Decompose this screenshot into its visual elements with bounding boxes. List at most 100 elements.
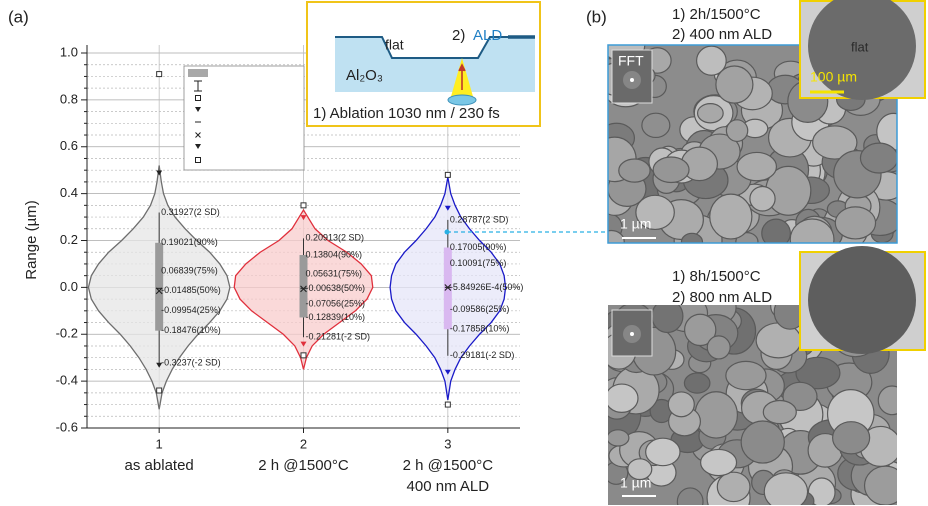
grain (683, 372, 711, 394)
grain (877, 385, 897, 416)
x-tick-label: 3 (444, 436, 451, 451)
stat-label: -0.01485(50%) (161, 285, 221, 295)
percentile-marker (444, 369, 451, 375)
percentile-box (299, 255, 308, 318)
extreme-marker (300, 352, 307, 359)
y-tick-label: -0.2 (56, 326, 78, 341)
legend-symbol (194, 80, 202, 92)
y-tick-label: 0.2 (60, 232, 78, 247)
stat-label: -0.00638(50%) (306, 283, 366, 293)
grain (789, 218, 835, 243)
category-description: 400 nm ALD (407, 478, 490, 495)
inset-text: flat (385, 37, 404, 53)
condition: 1) 2h/1500°C (672, 6, 761, 23)
grain (608, 383, 639, 414)
legend-frame (183, 65, 305, 171)
stat-label: 0.20913(2 SD) (306, 233, 365, 243)
legend-symbol (195, 157, 201, 163)
stat-label: 0.05631(75%) (306, 269, 363, 279)
grain (667, 391, 695, 418)
grain (680, 232, 704, 243)
extreme-marker (156, 387, 163, 394)
panel-label: (b) (586, 7, 607, 26)
fft-spot (630, 332, 634, 336)
laser-arrow (458, 63, 466, 90)
grain (761, 218, 791, 243)
substrate (335, 37, 535, 92)
sem-frame (607, 44, 898, 244)
fft-label: FFT (618, 53, 644, 69)
crater (808, 0, 916, 100)
stat-label: 0.28787(2 SD) (450, 214, 509, 224)
stat-label: 0.06839(75%) (161, 266, 218, 276)
stat-label: 0.10091(75%) (450, 258, 507, 268)
stat-label: -0.09586(25%) (450, 304, 510, 314)
grain (831, 421, 871, 455)
stat-label: -0.17858(10%) (450, 324, 510, 334)
legend-symbol (188, 69, 208, 77)
scale-label: 1 µm (620, 216, 651, 232)
grain (795, 356, 841, 390)
extreme-marker (444, 401, 451, 408)
stat-label: -0.18476(10%) (161, 325, 221, 335)
legend-symbol (195, 144, 201, 149)
inset-caption: 1) Ablation 1030 nm / 230 fs (313, 105, 500, 122)
x-tick-label: 2 (300, 436, 307, 451)
stat-label: -0.21281(-2 SD) (306, 332, 371, 342)
category-description: 2 h @1500°C (403, 457, 494, 474)
fft-spot (630, 78, 634, 82)
scale-label: 1 µm (620, 475, 651, 491)
category-description: 2 h @1500°C (258, 457, 349, 474)
inset-text: flat (851, 39, 869, 54)
legend (183, 65, 305, 171)
grain (706, 335, 731, 360)
grain (709, 193, 753, 240)
grain (736, 151, 778, 182)
percentile-marker (300, 215, 307, 221)
surface-line (335, 36, 510, 59)
grain (715, 65, 754, 104)
stat-label: -0.3237(-2 SD) (161, 358, 221, 368)
grain (812, 125, 858, 160)
stat-label: -0.12839(10%) (306, 312, 366, 322)
condition: 1) 8h/1500°C (672, 268, 761, 285)
legend-symbol (195, 107, 201, 112)
grain (676, 487, 704, 505)
stat-label: -0.09954(25%) (161, 305, 221, 315)
stat-label: -5.84926E-4(50%) (450, 282, 524, 292)
inset-text: 2) (452, 27, 465, 44)
grain (645, 437, 681, 467)
y-tick-label: 0.0 (60, 279, 78, 294)
x-tick-label: 1 (156, 436, 163, 451)
grain (859, 142, 897, 174)
y-axis-label: Range (µm) (23, 200, 40, 280)
scale-label: 100 µm (810, 69, 857, 85)
stat-label: -0.07056(25%) (306, 298, 366, 308)
median-marker (300, 285, 307, 293)
grain (834, 206, 877, 240)
grain (725, 360, 767, 391)
grain (627, 458, 653, 481)
grain (700, 448, 738, 477)
extreme-marker (156, 71, 163, 78)
percentile-marker (156, 362, 163, 368)
grain (683, 313, 717, 347)
condition: 2) 800 nm ALD (672, 289, 772, 306)
y-tick-label: 0.6 (60, 138, 78, 153)
percentile-box (443, 247, 452, 330)
grain (863, 465, 897, 505)
connector-dot (444, 229, 450, 235)
grain (716, 471, 751, 503)
grain (725, 119, 749, 143)
grain (695, 45, 727, 76)
stat-label: 0.31927(2 SD) (161, 207, 220, 217)
inset: flat 2) ALD Al₂O₃ 1) Ablation 1030 nm / … (306, 1, 541, 127)
grain (641, 112, 671, 139)
grain (694, 391, 739, 439)
percentile-marker (156, 170, 163, 176)
grain (749, 185, 776, 212)
percentile-marker (444, 205, 451, 211)
sem-image (608, 305, 897, 505)
